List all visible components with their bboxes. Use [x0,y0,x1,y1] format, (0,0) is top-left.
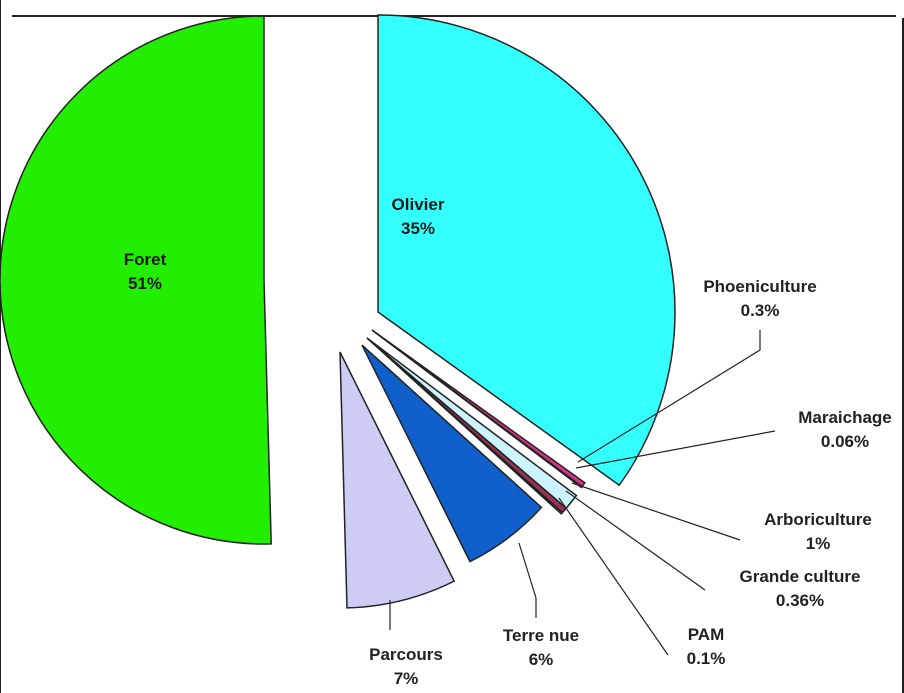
slice-percent-label: 1% [806,534,831,553]
slice-percent-label: 0.06% [821,432,869,451]
leader-line-pam [558,497,669,656]
leader-line-phoeniculture [577,330,761,463]
slice-name-label: Phoeniculture [703,277,816,296]
slice-labels: Olivier 35% Phoeniculture 0.3% Maraichage 0.0… [124,195,892,688]
slice-name-label: Olivier [392,195,445,214]
leader-lines [389,330,776,656]
slice-percent-label: 0.36% [776,591,824,610]
slice-olivier [377,14,676,487]
leader-line-maraichage [575,430,776,469]
slice-terre-nue [361,344,543,563]
slice-pam [366,337,564,515]
slice-percent-label: 7% [394,669,419,688]
slice-name-label: Foret [124,250,167,269]
slice-name-label: Arboriculture [764,510,872,529]
slice-foret [0,15,272,545]
slice-name-label: Maraichage [798,408,892,427]
slice-percent-label: 0.3% [741,301,780,320]
slice-name-label: PAM [688,625,725,644]
leader-line-terre-nue [518,542,537,618]
leader-line-arboriculture [571,482,741,541]
slice-parcours [339,351,456,609]
slice-name-label: Parcours [369,645,443,664]
slice-percent-label: 35% [401,219,435,238]
slice-name-label: Terre nue [503,626,579,645]
slice-name-label: Grande culture [740,567,861,586]
slice-percent-label: 0.1% [687,649,726,668]
pie-slices [0,14,676,609]
slice-percent-label: 6% [529,650,554,669]
leader-line-grande-culture [565,490,706,591]
slice-percent-label: 51% [128,274,162,293]
